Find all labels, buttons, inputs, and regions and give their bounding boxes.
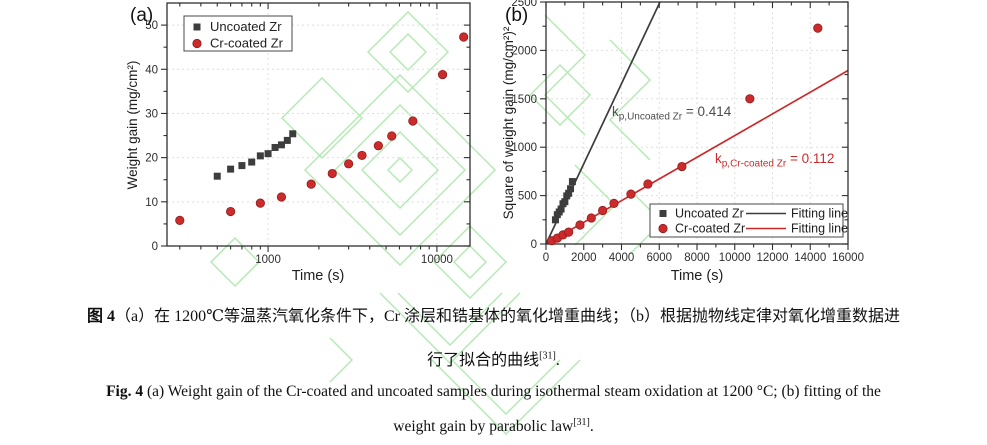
axis-ticks-a [161, 3, 470, 252]
watermark-diamond [389, 33, 427, 71]
svg-text:Fitting line: Fitting line [791, 207, 848, 221]
svg-text:500: 500 [518, 191, 537, 203]
panel-b: 0 2000 4000 6000 8000 10000 12000 14000 16000 0 50… [501, 0, 864, 284]
watermark-diamond [529, 64, 591, 126]
annotation-kp-cr-coated-zr: kp,Cr-coated Zr = 0.112 [715, 151, 834, 170]
caption-en-period: . [589, 418, 594, 435]
svg-text:1000: 1000 [511, 142, 537, 154]
watermark-chevron [329, 337, 353, 383]
caption-english-line2: weight gain by parabolic law[31]. [0, 416, 987, 436]
watermark-diamond [367, 11, 449, 93]
watermark-diamond [334, 104, 466, 236]
axis-ticks-b [540, 1, 849, 250]
svg-text:10000: 10000 [421, 254, 453, 266]
watermark-chevron [451, 359, 561, 415]
caption-en-text: (a) Weight gain of the Cr-coated and unc… [143, 383, 881, 400]
caption-zh-period: . [555, 352, 560, 369]
caption-zh-text2: 行了拟合的曲线 [427, 352, 540, 369]
svg-text:30: 30 [145, 108, 158, 120]
svg-text:Cr-coated Zr: Cr-coated Zr [210, 36, 284, 51]
svg-text:1500: 1500 [511, 94, 537, 106]
watermark-diamond [210, 237, 260, 287]
svg-text:14000: 14000 [794, 252, 826, 264]
watermark-chevron [431, 359, 581, 435]
caption-en-text2: weight gain by parabolic law [393, 418, 574, 435]
xlabel-a: Time (s) [292, 268, 345, 284]
svg-text:Uncoated Zr: Uncoated Zr [675, 207, 744, 221]
svg-text:10: 10 [145, 197, 158, 209]
legend-b: Uncoated Zr Fitting line Cr-coated Zr Fitti… [649, 203, 848, 238]
watermark-zigzag [544, 14, 586, 136]
caption-en-reference: [31] [573, 416, 590, 428]
svg-text:12000: 12000 [757, 252, 789, 264]
legend-a: Uncoated Zr Cr-coated Zr [183, 15, 293, 52]
watermark-chevron [379, 292, 521, 364]
svg-text:1000: 1000 [255, 254, 281, 266]
watermark-diamond [453, 245, 487, 279]
caption-zh-reference: [31] [539, 350, 556, 362]
svg-text:16000: 16000 [832, 252, 864, 264]
svg-text:0: 0 [531, 239, 537, 251]
svg-text:0: 0 [152, 241, 158, 253]
watermark-chevron [397, 292, 503, 346]
svg-text:Uncoated Zr: Uncoated Zr [210, 19, 282, 34]
panel-a: 1000 10000 0 10 20 30 40 50 Time (s) Weight gain … [125, 2, 471, 284]
svg-text:50: 50 [145, 20, 158, 32]
annotation-kp-uncoated-zr: kp,Uncoated Zr = 0.414 [612, 104, 732, 123]
caption-english-line1: Fig. 4 (a) Weight gain of the Cr-coated … [0, 383, 987, 401]
legend-box-a [183, 15, 293, 52]
svg-text:Cr-coated Zr: Cr-coated Zr [675, 222, 745, 236]
caption-chinese-line1: 图 4（a）在 1200℃等温蒸汽氧化条件下，Cr 涂层和锆基体的氧化增重曲线；… [0, 302, 987, 326]
legend-box-b [649, 203, 844, 238]
svg-text:6000: 6000 [646, 252, 672, 264]
svg-text:8000: 8000 [684, 252, 710, 264]
watermark-diamond [304, 74, 496, 266]
panel-label-a: (a) [130, 5, 153, 26]
ylabel-a: Weight gain (mg/cm²) [125, 61, 140, 190]
watermark-zigzag [609, 39, 651, 161]
svg-text:4000: 4000 [609, 252, 635, 264]
series-cr-coated-zr-a [175, 32, 469, 225]
ylabel-b: Square of weight gain (mg/cm²)² [501, 26, 516, 219]
series-uncoated-zr-a [213, 130, 297, 180]
panel-label-b: (b) [505, 5, 528, 26]
svg-text:Fitting line: Fitting line [791, 222, 848, 236]
svg-text:2000: 2000 [571, 252, 597, 264]
caption-en-fig-label: Fig. 4 [106, 383, 144, 400]
svg-text:0: 0 [543, 252, 549, 264]
watermark-diamond [361, 131, 439, 209]
series-cr-coated-zr-b [547, 23, 823, 246]
caption-chinese-line2: 行了拟合的曲线[31]. [0, 346, 987, 370]
caption-zh-text: （a）在 1200℃等温蒸汽氧化条件下，Cr 涂层和锆基体的氧化增重曲线；（b）… [115, 308, 901, 325]
svg-text:2000: 2000 [511, 45, 537, 57]
watermark-diamond [433, 225, 507, 299]
svg-text:20: 20 [145, 153, 158, 165]
tick-labels-b: 0 2000 4000 6000 8000 10000 12000 14000 16000 0 50… [511, 0, 864, 264]
watermark-diamond [387, 157, 413, 183]
fit-line-cr-coated-zr [545, 69, 849, 245]
caption-zh-fig-label: 图 4 [86, 308, 115, 325]
svg-text:2500: 2500 [511, 0, 537, 9]
svg-text:10000: 10000 [719, 252, 751, 264]
tick-labels-a: 1000 10000 0 10 20 30 40 50 [145, 20, 453, 266]
svg-text:40: 40 [145, 64, 158, 76]
xlabel-b: Time (s) [671, 268, 724, 284]
series-uncoated-zr-b [551, 178, 576, 224]
